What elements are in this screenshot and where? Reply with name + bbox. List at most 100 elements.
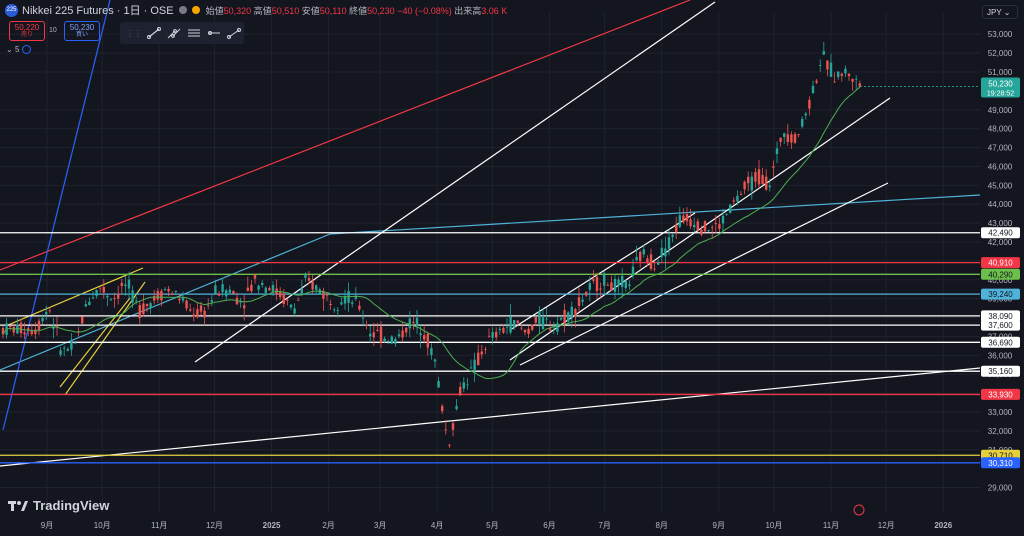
candle-body <box>189 309 192 311</box>
candle-body <box>819 64 822 66</box>
level-label-box <box>981 336 1020 348</box>
spread-value: 10 <box>49 27 57 34</box>
candle-body <box>779 138 782 142</box>
candle-body <box>261 282 264 285</box>
symbol-title[interactable]: Nikkei 225 Futures · 1日 · OSE <box>22 5 174 17</box>
candle-body <box>73 342 77 344</box>
tradingview-logo: TradingView <box>8 498 109 513</box>
candle-body <box>844 68 847 74</box>
candle-body <box>732 200 735 202</box>
candle-body <box>703 221 707 232</box>
x-tick-label: 4月 <box>431 521 443 530</box>
candle-body <box>405 327 408 333</box>
market-status-icon[interactable] <box>178 6 187 14</box>
candle-body <box>581 299 584 302</box>
candle-body <box>491 332 494 338</box>
candle-body <box>685 214 689 222</box>
parallel-channel-icon[interactable] <box>186 26 202 40</box>
y-tick-label: 45,000 <box>988 181 1013 190</box>
candle-body <box>559 317 563 320</box>
candle-body <box>534 316 537 323</box>
candle-body <box>23 332 26 335</box>
candle-body <box>804 113 807 116</box>
candle-body <box>70 340 73 350</box>
buy-button[interactable]: 50,230 買い <box>64 21 100 41</box>
candle-body <box>376 329 379 332</box>
candle-body <box>210 300 213 303</box>
candle-body <box>351 302 354 304</box>
symbol-icon[interactable]: 225 <box>5 3 18 17</box>
trend-line-icon[interactable] <box>226 26 242 40</box>
candle-body <box>401 330 404 338</box>
candle-body <box>815 80 818 83</box>
candle-body <box>45 312 48 315</box>
candle-body <box>192 314 195 317</box>
candle-body <box>743 181 746 190</box>
candle-body <box>567 312 570 322</box>
candle-body <box>214 285 217 294</box>
candle-body <box>462 382 465 389</box>
x-tick-label: 12月 <box>206 521 223 530</box>
candle-body <box>617 279 620 286</box>
candle-body <box>336 310 339 311</box>
candle-body <box>682 215 685 223</box>
candle-body <box>775 148 779 155</box>
candle-body <box>855 78 858 80</box>
candle-body <box>268 288 271 291</box>
trend-line <box>0 367 981 467</box>
candle-body <box>757 169 761 185</box>
indicators-toggle[interactable]: ⌄ 5 <box>6 45 31 55</box>
last-price-label: 50,230 <box>988 80 1013 89</box>
candle-body <box>333 309 336 311</box>
sell-button[interactable]: 50,220 売り <box>9 21 45 41</box>
candle-body <box>408 318 411 329</box>
y-tick-label: 51,000 <box>988 68 1013 77</box>
candle-body <box>793 134 797 143</box>
horizontal-ray-icon[interactable] <box>206 26 222 40</box>
x-tick-label: 10月 <box>765 521 782 530</box>
delayed-data-icon[interactable] <box>191 6 200 14</box>
candle-body <box>138 305 141 319</box>
candle-body <box>91 297 95 299</box>
candle-body <box>117 294 120 299</box>
candle-body <box>361 317 365 319</box>
level-label-box <box>981 310 1020 322</box>
last-price-box <box>981 77 1020 98</box>
level-label: 42,490 <box>988 229 1013 238</box>
candle-body <box>696 221 699 231</box>
candle-body <box>63 347 66 349</box>
candle-body <box>41 317 44 322</box>
candle-body <box>621 275 624 287</box>
candle-body <box>473 359 476 372</box>
candle-body <box>613 278 617 292</box>
candle-body <box>725 213 728 215</box>
candle-body <box>599 288 602 290</box>
candle-body <box>153 295 156 301</box>
candle-body <box>822 51 825 55</box>
fib-tool-icon[interactable] <box>166 26 182 40</box>
candle-body <box>527 328 530 334</box>
candle-body <box>606 285 609 286</box>
candle-body <box>221 284 224 293</box>
currency-select[interactable]: JPY ⌄ <box>982 5 1018 19</box>
candle-body <box>801 118 804 127</box>
candle-body <box>199 305 203 312</box>
candle-body <box>372 332 375 338</box>
candle-body <box>783 133 786 137</box>
candle-body <box>196 309 199 317</box>
drag-handle-icon[interactable]: ⋮⋮ <box>126 28 142 38</box>
line-tool-icon[interactable] <box>146 26 162 40</box>
candle-body <box>747 176 750 184</box>
level-label-box <box>981 257 1020 269</box>
candle-body <box>595 276 599 292</box>
candle-body <box>239 301 242 303</box>
candle-body <box>700 229 703 235</box>
x-tick-label: 9月 <box>41 521 53 530</box>
candle-body <box>531 324 534 330</box>
candle-body <box>509 316 512 333</box>
candle-body <box>426 333 429 348</box>
level-label-box <box>981 288 1020 300</box>
candle-body <box>711 227 714 229</box>
candle-body <box>30 330 33 335</box>
